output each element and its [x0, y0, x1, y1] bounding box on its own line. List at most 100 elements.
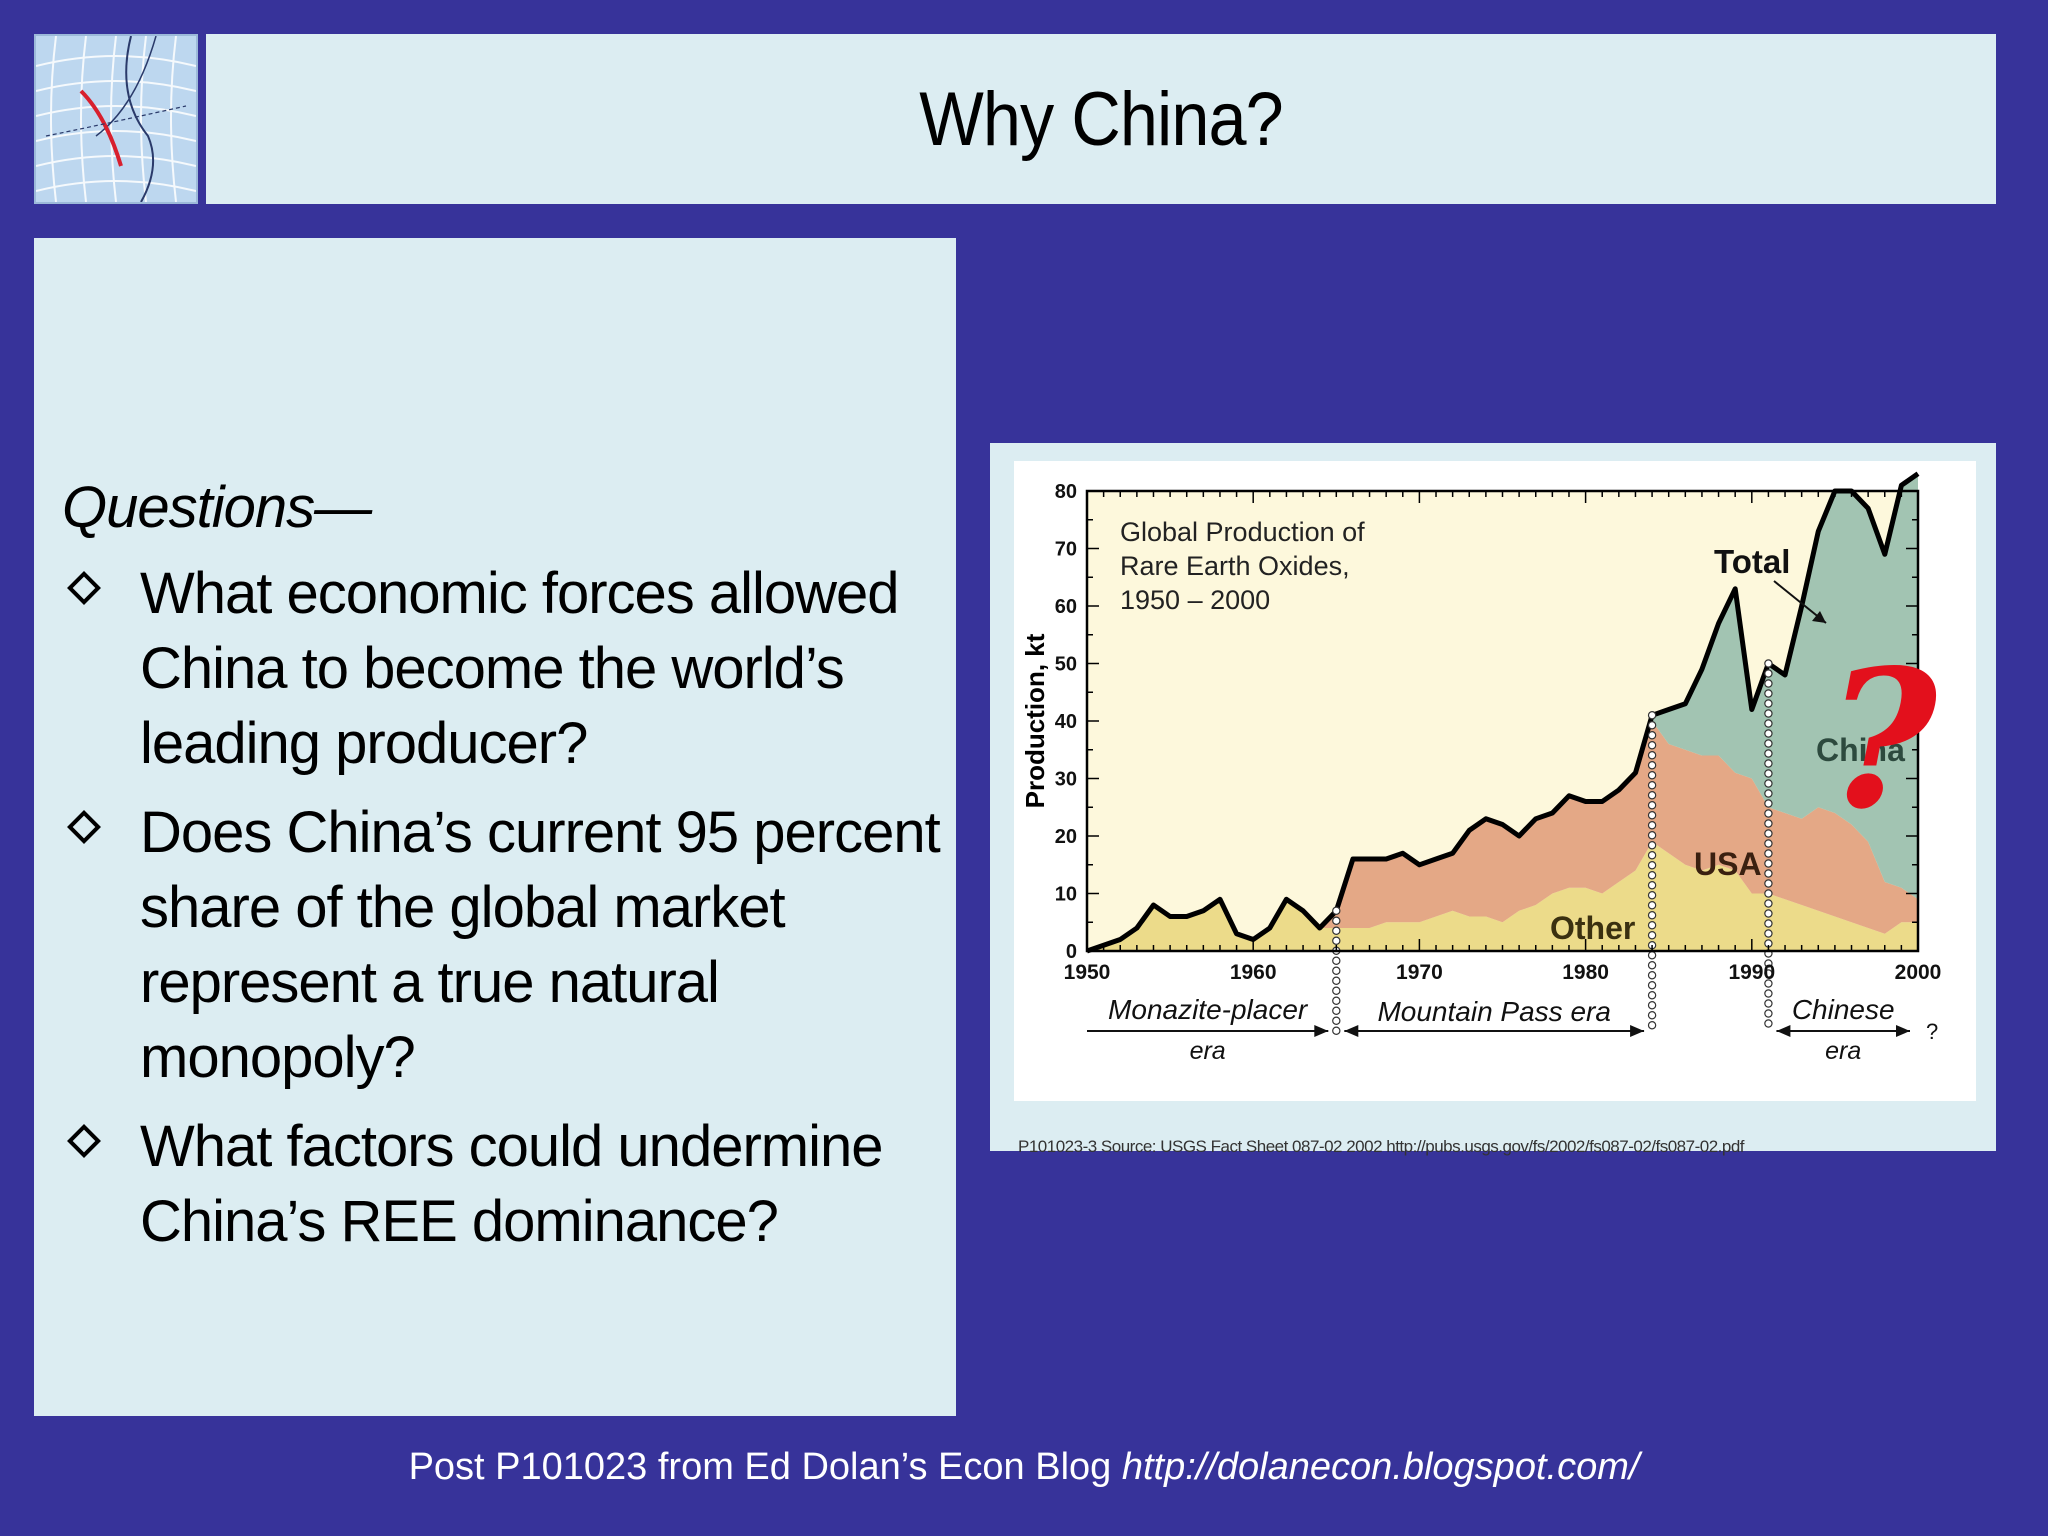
- era-boundary-dot: [1647, 841, 1657, 850]
- era-boundary-dot: [1332, 996, 1341, 1005]
- era-boundary-dot: [1647, 991, 1657, 1000]
- era-boundary-dot: [1764, 659, 1773, 668]
- era-boundary-dot: [1332, 986, 1341, 995]
- y-axis-label: Production, kt: [1020, 633, 1050, 808]
- y-tick-label: 40: [1055, 711, 1077, 733]
- era-boundary-dot: [1647, 951, 1657, 960]
- total-line: [1086, 471, 1920, 954]
- era-boundary-dot: [1647, 751, 1657, 760]
- era-boundary-dot: [1764, 779, 1773, 788]
- era-boundary-dot: [1647, 891, 1657, 900]
- era-boundary-dot: [1647, 781, 1657, 790]
- production-chart: 1950 1960 1970 1980 1990 2000 0 10 20 30 40 50 60 70…: [1020, 471, 1941, 1065]
- era-boundary-dot: [1764, 729, 1773, 738]
- era-boundary-dot: [1647, 711, 1657, 720]
- era-boundary-dot: [1647, 921, 1657, 930]
- era-boundary-dot: [1332, 926, 1341, 935]
- era-boundary-dot: [1647, 791, 1657, 800]
- era-boundary-dot: [1647, 911, 1657, 920]
- slide-title: Why China?: [919, 76, 1283, 162]
- x-tick-label: 1950: [1064, 961, 1111, 984]
- era-boundary-dot: [1647, 981, 1657, 990]
- era-boundary-dot: [1647, 851, 1657, 860]
- era-boundary-dot: [1647, 901, 1657, 910]
- era-boundary-dot: [1647, 861, 1657, 870]
- era-arrow-head: [1776, 1025, 1791, 1037]
- x-tick-label: 1970: [1396, 961, 1443, 984]
- era-boundary-dot: [1647, 931, 1657, 940]
- era-boundary-dot: [1764, 999, 1773, 1008]
- title-bar: Why China?: [206, 34, 1996, 204]
- x-tick-label: 1990: [1728, 961, 1775, 984]
- era-boundary-dot: [1764, 739, 1773, 748]
- era-boundary-dot: [1764, 859, 1773, 868]
- era-boundary-dot: [1764, 709, 1773, 718]
- era-boundary-dot: [1647, 761, 1657, 770]
- era-boundary-dot: [1647, 961, 1657, 970]
- question-text: Does China’s current 95 percent share of…: [140, 800, 941, 1090]
- y-tick-label: 50: [1055, 654, 1077, 676]
- era-label: Monazite-placer: [1108, 994, 1309, 1025]
- era-arrow-head: [1344, 1025, 1359, 1037]
- era-boundary-dot: [1764, 979, 1773, 988]
- era-boundary-dot: [1647, 811, 1657, 820]
- y-tick-label: 10: [1055, 884, 1077, 906]
- era-boundary-dot: [1764, 959, 1773, 968]
- era-boundary-dot: [1332, 916, 1341, 925]
- era-boundary-dot: [1332, 1016, 1341, 1025]
- era-boundary-dot: [1647, 881, 1657, 890]
- chart-title-line: Rare Earth Oxides,: [1120, 551, 1350, 581]
- era-boundary-dot: [1764, 889, 1773, 898]
- era-boundary-dot: [1764, 759, 1773, 768]
- era-boundary-dot: [1332, 976, 1341, 985]
- y-tick-label: 80: [1055, 481, 1077, 503]
- era-boundary-dot: [1764, 749, 1773, 758]
- era-boundary-dot: [1764, 769, 1773, 778]
- era-boundary-dot: [1764, 719, 1773, 728]
- chart-title-line: 1950 – 2000: [1120, 585, 1270, 615]
- era-boundary-dot: [1332, 1026, 1341, 1035]
- era-label: Mountain Pass era: [1377, 996, 1610, 1027]
- era-boundary-dot: [1764, 909, 1773, 918]
- red-question-mark: ?: [1826, 628, 1939, 851]
- diamond-bullet-icon: [67, 810, 101, 844]
- era-boundary-dot: [1647, 801, 1657, 810]
- era-boundary-dot: [1647, 1011, 1657, 1020]
- usa-series-label: USA: [1694, 846, 1762, 882]
- era-boundary-dot: [1764, 689, 1773, 698]
- era-boundary-dot: [1764, 849, 1773, 858]
- question-list: What economic forces allowed China to be…: [62, 556, 962, 1273]
- era-boundary-dot: [1332, 966, 1341, 975]
- era-label: era: [1190, 1037, 1226, 1065]
- era-boundary-dot: [1647, 741, 1657, 750]
- y-tick-label: 0: [1066, 941, 1077, 963]
- x-tick-label: 1980: [1562, 961, 1609, 984]
- y-tick-label: 30: [1055, 769, 1077, 791]
- area-other: [1087, 841, 1918, 951]
- era-boundary-dot: [1647, 771, 1657, 780]
- blog-link[interactable]: http://dolanecon.blogspot.com/: [1121, 1446, 1640, 1488]
- era-boundary-dot: [1332, 1006, 1341, 1015]
- era-boundary-dot: [1647, 1021, 1657, 1030]
- x-tick-label: 1960: [1230, 961, 1277, 984]
- questions-panel: Questions— What economic forces allowed …: [34, 238, 956, 1416]
- total-arrow-head: [1812, 611, 1826, 623]
- total-series-label: Total: [1714, 543, 1790, 580]
- era-boundary-dot: [1764, 879, 1773, 888]
- question-text: What economic forces allowed China to be…: [140, 561, 900, 776]
- era-label: Chinese: [1792, 994, 1895, 1025]
- era-boundary-dot: [1647, 721, 1657, 730]
- era-boundary-dot: [1764, 799, 1773, 808]
- era-boundary-dot: [1764, 969, 1773, 978]
- era-boundary-dot: [1764, 669, 1773, 678]
- era-boundary-dot: [1764, 829, 1773, 838]
- era-boundary-dot: [1647, 831, 1657, 840]
- diamond-bullet-icon: [67, 1124, 101, 1158]
- era-boundary-dot: [1764, 819, 1773, 828]
- era-boundary-dot: [1764, 929, 1773, 938]
- era-boundary-dot: [1332, 936, 1341, 945]
- era-arrow-head: [1630, 1025, 1645, 1037]
- era-boundary-dot: [1764, 839, 1773, 848]
- era-boundary-dot: [1764, 679, 1773, 688]
- other-series-label: Other: [1550, 910, 1635, 946]
